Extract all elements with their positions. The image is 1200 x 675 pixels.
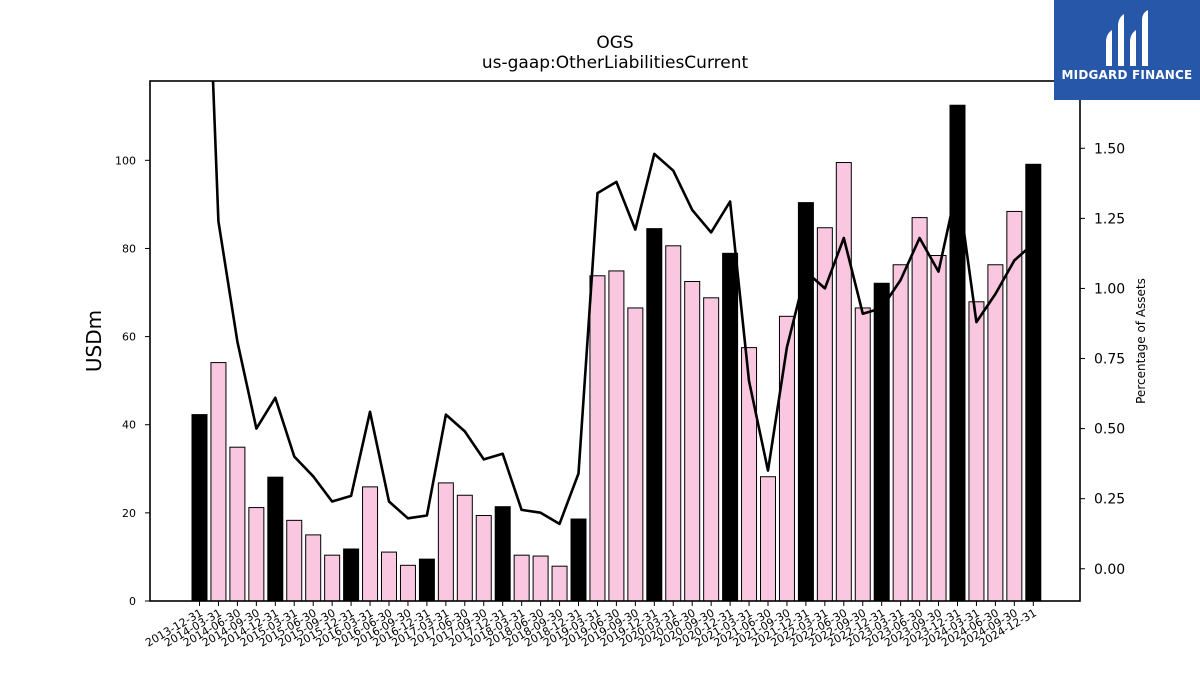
bar-2019-09-30	[627, 307, 644, 602]
bar-2022-06-30	[835, 162, 852, 602]
bar-2015-03-31	[286, 519, 303, 602]
bar-2017-12-31	[494, 506, 511, 602]
bar-2019-06-30	[608, 270, 625, 602]
bar-2014-06-30	[229, 446, 246, 602]
bar-2021-06-30	[760, 476, 776, 602]
bar-2024-12-31	[1025, 163, 1042, 602]
y2-tick-label: 0.50	[1094, 422, 1125, 438]
bar-2019-12-31	[646, 228, 663, 602]
bar-series	[191, 104, 1042, 602]
bar-2022-09-30	[854, 307, 871, 602]
bar-2016-09-30	[399, 564, 416, 602]
y2-tick-label: 1.50	[1094, 141, 1125, 157]
bar-2015-12-31	[343, 548, 360, 602]
logo-brand-name: MIDGARD FINANCE	[1061, 68, 1193, 82]
bar-2023-03-31	[892, 264, 909, 602]
y2-tick-label: 0.00	[1094, 562, 1125, 578]
bar-2022-12-31	[873, 282, 890, 602]
bar-2017-09-30	[475, 515, 492, 602]
bar-2021-09-30	[778, 315, 795, 602]
y2-axis-label: Percentage of Assets	[1134, 278, 1148, 404]
bar-2014-03-31	[210, 362, 227, 602]
bar-2021-12-31	[797, 202, 814, 602]
bar-2018-12-31	[570, 518, 587, 602]
y-tick-label: 80	[122, 242, 136, 255]
bar-2015-09-30	[324, 554, 341, 602]
bar-2014-12-31	[267, 476, 284, 602]
logo-mark-icon	[1106, 10, 1148, 66]
bar-2018-06-30	[532, 555, 549, 602]
bar-2023-06-30	[911, 217, 928, 602]
bar-2013-12-31	[191, 414, 208, 602]
bar-2020-03-31	[665, 245, 682, 602]
y2-tick-label: 1.00	[1094, 281, 1125, 297]
bar-2020-06-30	[684, 281, 701, 602]
bar-2023-09-30	[930, 255, 947, 602]
bar-2024-03-31	[968, 301, 985, 602]
y2-tick-label: 0.25	[1094, 492, 1125, 508]
chart-subtitle: us-gaap:OtherLiabilitiesCurrent	[482, 53, 749, 73]
bar-2018-09-30	[551, 565, 568, 602]
y-tick-label: 60	[122, 331, 136, 344]
y-tick-label: 20	[122, 507, 136, 520]
bar-2017-06-30	[456, 494, 473, 602]
bar-2017-03-31	[437, 482, 454, 602]
bar-2020-12-31	[722, 252, 739, 602]
line-series	[211, 81, 1035, 526]
bar-2023-12-31	[949, 104, 966, 602]
y2-tick-label: 0.75	[1094, 352, 1125, 368]
bar-2016-12-31	[418, 558, 435, 602]
y-axis-label: USDm	[82, 310, 106, 372]
bar-2019-03-31	[589, 275, 606, 602]
y-tick-label: 0	[129, 595, 136, 608]
percentage-of-assets-line	[211, 81, 1035, 526]
chart-title: OGS	[596, 33, 633, 53]
y2-tick-label: 1.25	[1094, 211, 1125, 227]
plot-frame	[149, 80, 1081, 602]
bar-2016-06-30	[381, 551, 397, 602]
y-tick-label: 100	[115, 154, 136, 167]
bar-2024-06-30	[987, 264, 1004, 602]
bar-2020-09-30	[703, 297, 720, 602]
bar-2018-03-31	[513, 554, 530, 602]
bar-2015-06-30	[305, 534, 322, 602]
bar-2014-09-30	[248, 507, 265, 602]
midgard-finance-logo: MIDGARD FINANCE	[1054, 0, 1200, 100]
bar-2016-03-31	[362, 486, 379, 602]
y-tick-label: 40	[122, 419, 136, 432]
